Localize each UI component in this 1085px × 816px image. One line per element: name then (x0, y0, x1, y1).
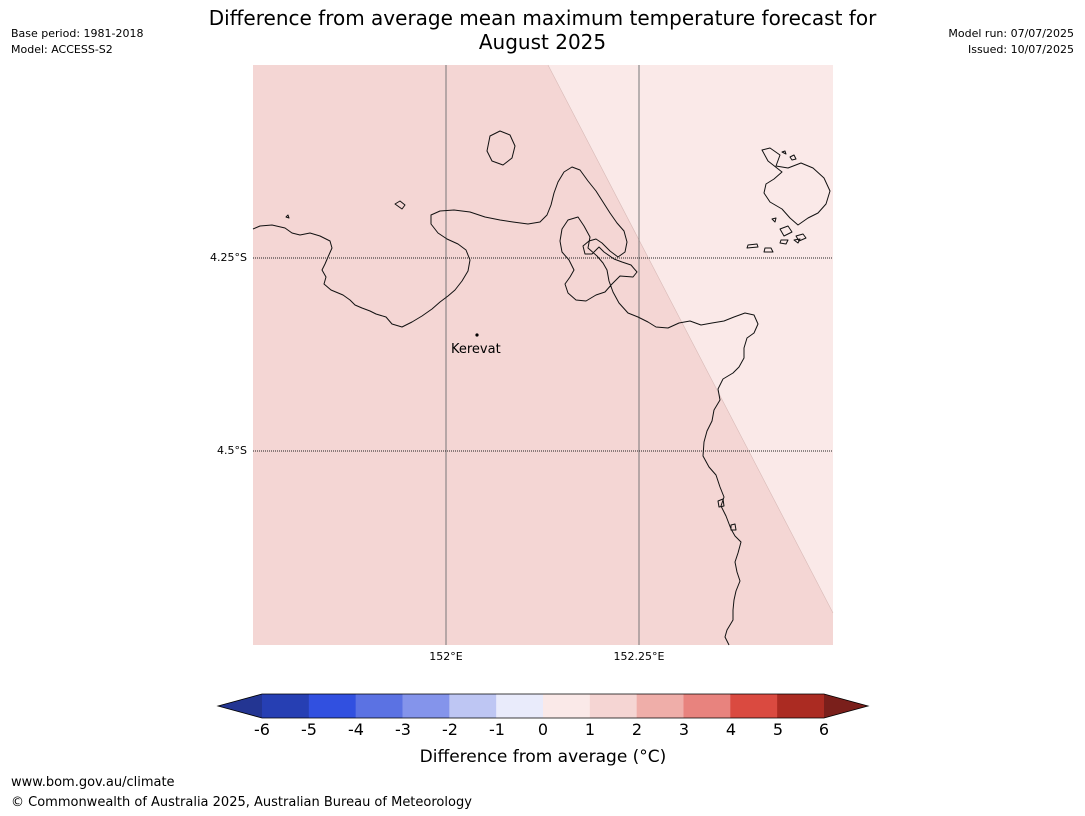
metadata-right: Model run: 07/07/2025 Issued: 10/07/2025 (948, 26, 1074, 58)
islet-south-2 (730, 523, 737, 531)
colorbar-extend-high (824, 694, 868, 718)
colorbar-swatch (262, 694, 310, 718)
coastline-main (252, 166, 759, 646)
colorbar-tick: -3 (395, 720, 411, 739)
colorbar-swatch (402, 694, 450, 718)
colorbar-tick: -6 (254, 720, 270, 739)
colorbar-swatch (543, 694, 591, 718)
islet-far-west (285, 214, 290, 219)
islet-east-2 (789, 154, 797, 161)
base-period-text: Base period: 1981-2018 (11, 27, 144, 40)
colorbar-swatch (308, 694, 357, 718)
islet-east-9 (763, 247, 774, 253)
colorbar-extend-low (218, 694, 262, 718)
islet-east-8 (746, 243, 759, 249)
colorbar-tick: 3 (678, 720, 690, 739)
title-line-1: Difference from average mean maximum tem… (208, 6, 877, 30)
colorbar-swatch (777, 694, 825, 718)
islet-east-7 (793, 238, 801, 244)
colorbar-swatch (683, 694, 731, 718)
model-text: Model: ACCESS-S2 (11, 43, 113, 56)
coastline (252, 130, 831, 646)
islet-east-3 (771, 217, 777, 223)
issued-text: Issued: 10/07/2025 (967, 43, 1074, 56)
colorbar-tick: 6 (818, 720, 830, 739)
colorbar-label: Difference from average (°C) (419, 747, 667, 767)
lat-label-4-5: 4.5°S (217, 444, 247, 457)
colorbar-tick: 2 (631, 720, 643, 739)
colorbar-tick: 0 (537, 720, 549, 739)
colorbar-tick: -5 (301, 720, 317, 739)
colorbar-swatch (636, 694, 684, 718)
colorbar-tick: 4 (725, 720, 737, 739)
islet-east-1 (781, 150, 787, 155)
lon-label-152: 152°E (429, 650, 463, 663)
colorbar-tick: -4 (348, 720, 364, 739)
kerevat-marker (475, 333, 479, 337)
model-run-text: Model run: 07/07/2025 (948, 27, 1074, 40)
islet-west (394, 200, 406, 210)
metadata-left: Base period: 1981-2018 Model: ACCESS-S2 (11, 26, 143, 58)
islet-east-6 (779, 239, 789, 245)
colorbar-tick: 5 (772, 720, 784, 739)
colorbar-swatch (730, 694, 778, 718)
island-north (486, 130, 516, 166)
islet-east-4 (779, 225, 793, 237)
region-1-to-2 (253, 65, 833, 645)
region-boundary (547, 64, 834, 614)
title-line-2: August 2025 (478, 30, 607, 54)
place-label-kerevat: Kerevat (451, 342, 501, 357)
islet-south-1 (717, 498, 725, 508)
footer-url: www.bom.gov.au/climate (11, 775, 175, 790)
lat-label-4-25: 4.25°S (210, 251, 247, 264)
colorbar-tick: -2 (442, 720, 458, 739)
colorbar-swatch (589, 694, 638, 718)
colorbar-tick: 1 (584, 720, 596, 739)
colorbar-swatch (355, 694, 403, 718)
island-east (761, 147, 831, 226)
lon-label-152-25: 152.25°E (613, 650, 665, 663)
footer-copyright: © Commonwealth of Australia 2025, Austra… (11, 795, 472, 810)
colorbar-swatch (449, 694, 497, 718)
chart-title: Difference from average mean maximum tem… (180, 6, 905, 54)
colorbar-tick: -1 (489, 720, 505, 739)
colorbar-outline (216, 693, 870, 719)
colorbar-swatch (496, 694, 544, 718)
